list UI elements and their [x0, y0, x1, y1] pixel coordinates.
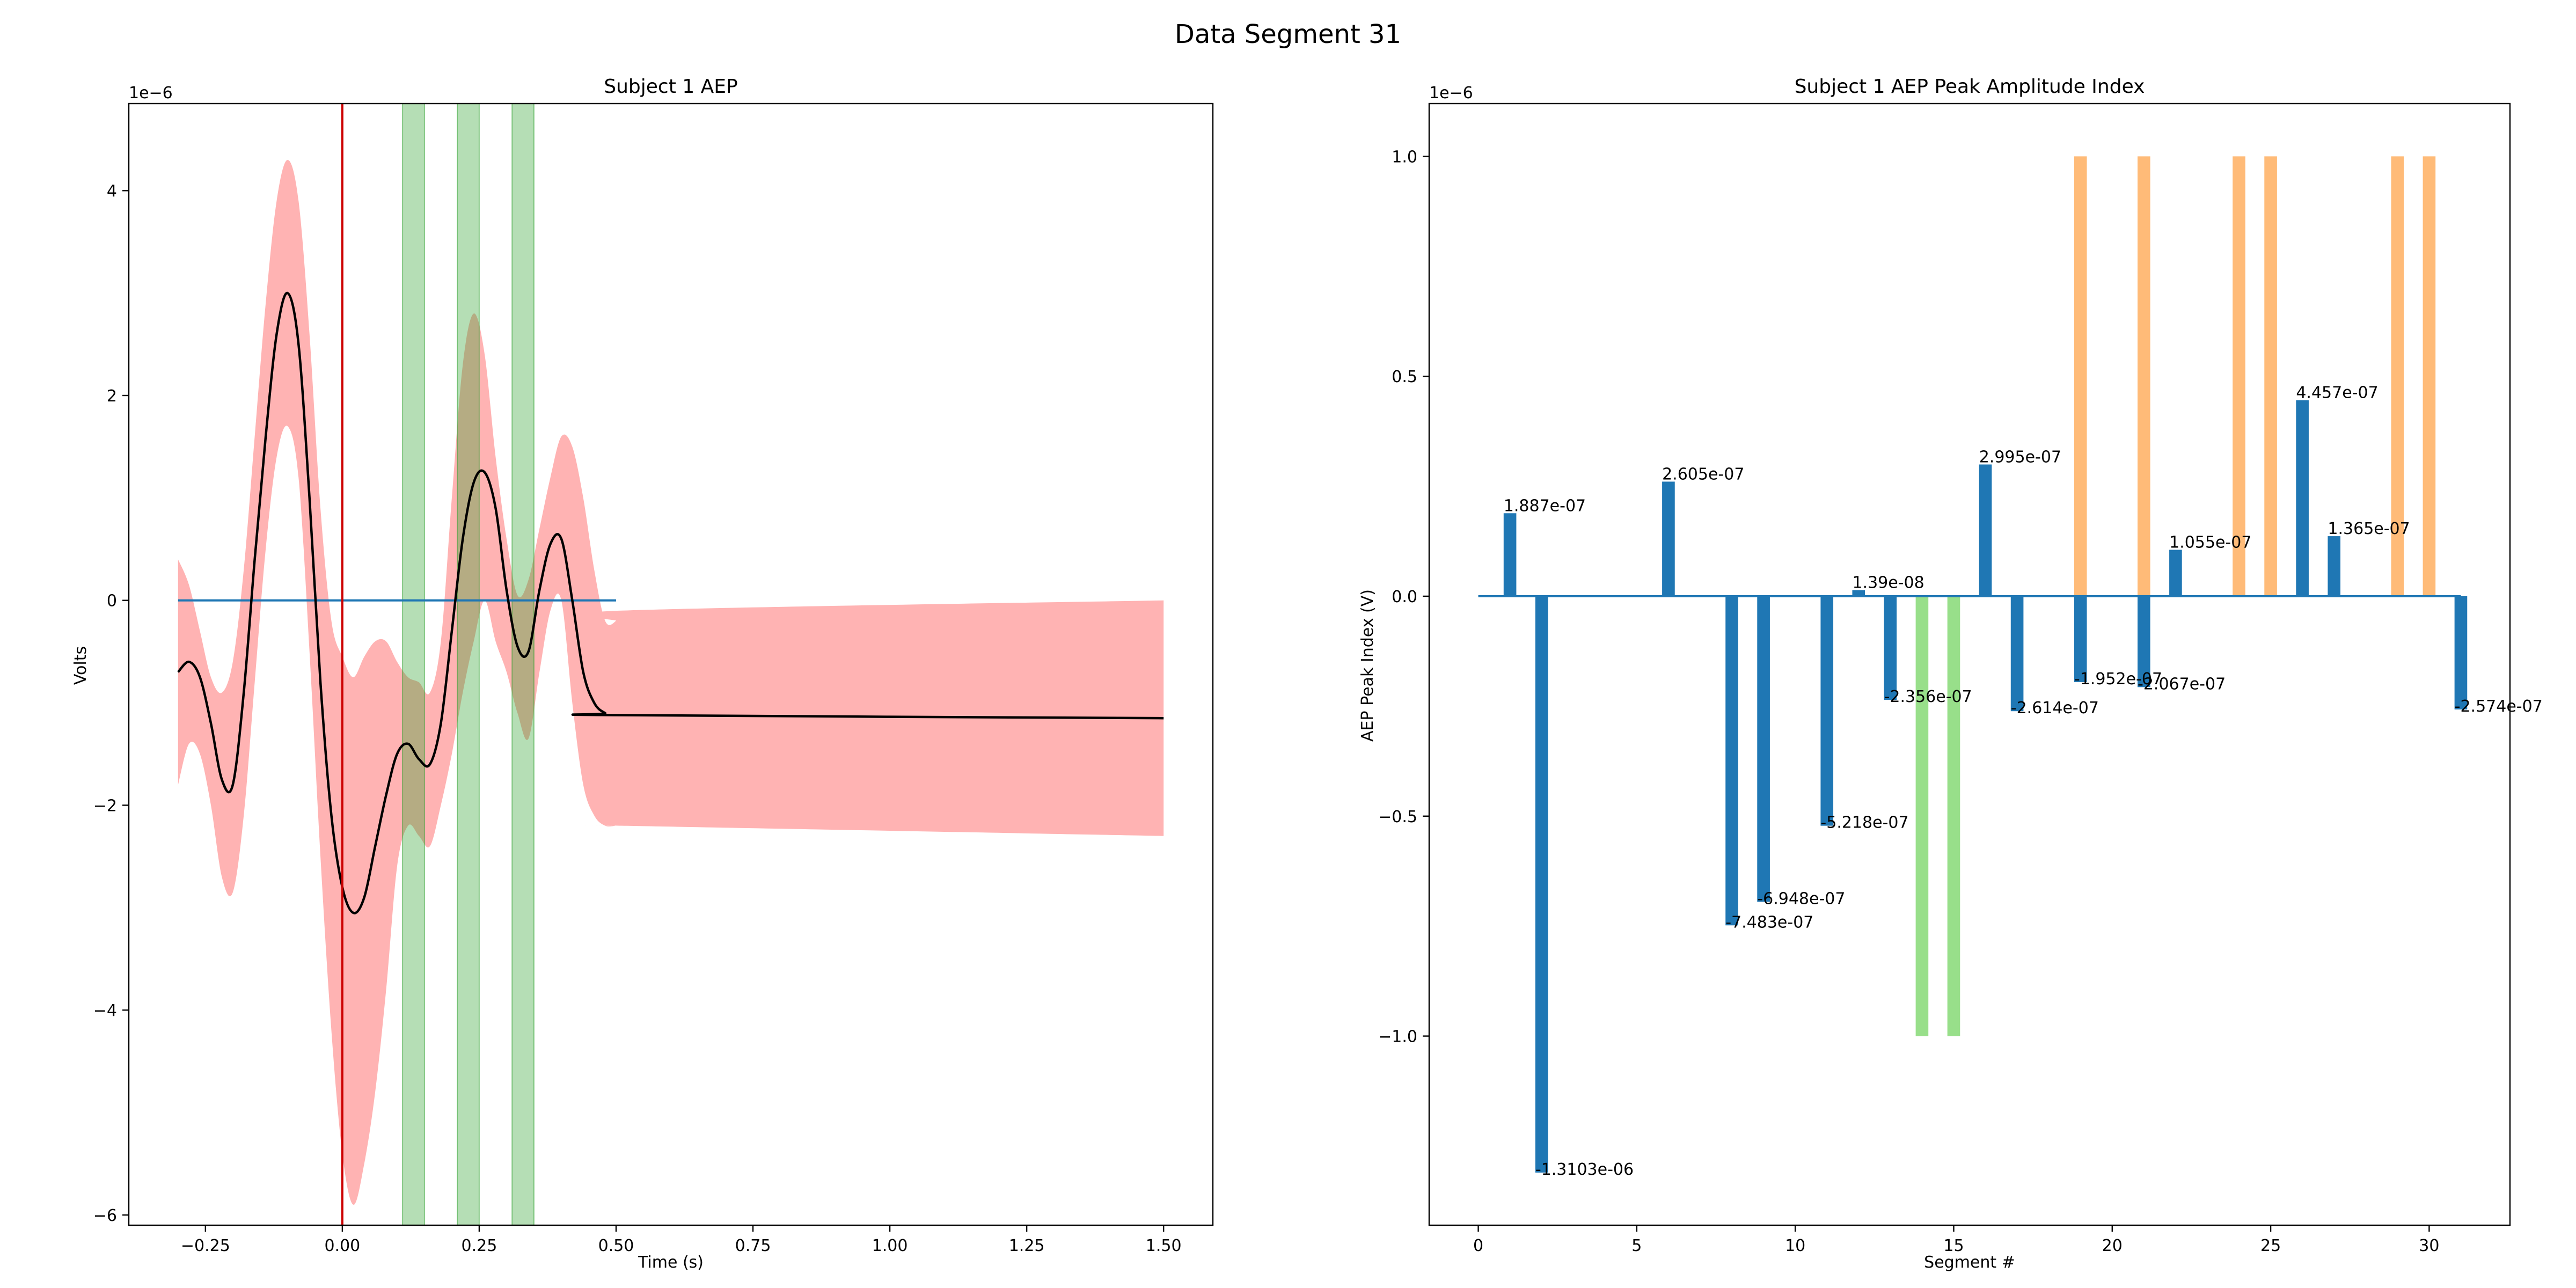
aep-x-tick-label: 1.50: [1146, 1236, 1182, 1255]
aep-x-axis-label: Time (s): [638, 1253, 704, 1272]
orange-marker-bar: [2074, 156, 2087, 596]
bar-value-label: -2.356e-07: [1884, 687, 1972, 706]
bar-value-label: 2.995e-07: [1979, 448, 2061, 466]
peak-y-tick-label: 1.0: [1392, 148, 1417, 166]
peak-y-axis-label: AEP Peak Index (V): [1358, 589, 1377, 742]
bar-value-label: -1.3103e-06: [1535, 1160, 1634, 1179]
aep-y-tick-label: −4: [93, 1001, 117, 1020]
aep-y-tick-label: 0: [107, 592, 117, 611]
peak-bar: [2074, 596, 2087, 682]
peak-plot-area: 1.887e-07 -1.3103e-06 2.605e-07 -7.483e-07 -…: [1478, 156, 2543, 1179]
bar-value-label: 1.365e-07: [2328, 519, 2410, 538]
confidence-band: [178, 160, 1164, 1205]
peak-bar: [1757, 596, 1770, 902]
peak-y-tick-label: −1.0: [1378, 1028, 1417, 1046]
orange-marker-bar: [2423, 156, 2436, 596]
peak-y-offset-text: 1e−6: [1429, 84, 1473, 103]
bar-value-label: -6.948e-07: [1757, 889, 1845, 908]
aep-y-tick-label: 4: [107, 182, 117, 201]
mean-aep-line: [177, 291, 1164, 914]
peak-bar: [1884, 596, 1897, 700]
peak-x-axis-label: Segment #: [1924, 1253, 2015, 1272]
peak-bar: [1979, 464, 1992, 596]
peak-axes-frame: [1428, 103, 2511, 1226]
aep-x-tick-label: 0.25: [462, 1236, 497, 1255]
aep-y-axis-label: Volts: [71, 646, 90, 685]
peak-bar: [2138, 596, 2150, 687]
peak-bar: [1852, 590, 1865, 596]
green-marker-bar: [1947, 596, 1960, 1036]
peak-x-tick-label: 10: [1785, 1236, 1805, 1255]
orange-marker-bar: [2233, 156, 2245, 596]
analysis-window: [457, 103, 480, 1226]
peak-x-tick-label: 0: [1473, 1236, 1483, 1255]
peak-bar: [2010, 596, 2024, 712]
aep-y-tick-label: −2: [93, 796, 117, 815]
aep-x-tick-label: 0.00: [324, 1236, 360, 1255]
peak-x-tick-label: 20: [2102, 1236, 2123, 1255]
orange-marker-bar: [2264, 156, 2277, 596]
aep-plot-area: [177, 103, 1164, 1226]
peak-ticks: 0 5 10 15 20 25 30 −1.0 −0.5 0.0 0.5 1.0: [1378, 103, 2511, 1255]
aep-waveform-panel: Subject 1 AEP Time (s) Volts 1e−6 −0.25 0…: [71, 76, 1214, 1272]
bar-value-label: 1.39e-08: [1852, 574, 1924, 592]
peak-bar: [2169, 550, 2182, 596]
peak-bar: [2328, 536, 2341, 596]
green-marker-bar: [1915, 596, 1929, 1036]
peak-x-tick-label: 25: [2260, 1236, 2281, 1255]
peak-bar: [2296, 400, 2309, 596]
aep-x-tick-label: 1.25: [1009, 1236, 1045, 1255]
aep-x-tick-label: 0.75: [735, 1236, 771, 1255]
peak-x-tick-label: 30: [2419, 1236, 2439, 1255]
aep-panel-title: Subject 1 AEP: [604, 76, 737, 98]
peak-y-tick-label: 0.0: [1392, 588, 1417, 606]
bar-value-label: -7.483e-07: [1725, 913, 1813, 932]
aep-y-tick-label: −6: [93, 1206, 117, 1225]
aep-x-tick-label: 0.50: [598, 1236, 634, 1255]
peak-bar: [1725, 596, 1738, 926]
aep-x-tick-label: −0.25: [181, 1236, 230, 1255]
analysis-window: [402, 103, 425, 1226]
figure-title: Data Segment 31: [1175, 19, 1401, 49]
bar-value-label: 2.605e-07: [1662, 465, 1744, 484]
aep-x-tick-label: 1.00: [872, 1236, 908, 1255]
orange-marker-bar: [2391, 156, 2404, 596]
aep-y-offset-text: 1e−6: [129, 84, 173, 103]
bar-value-label: 1.055e-07: [2169, 533, 2251, 552]
bar-value-label: -2.067e-07: [2138, 675, 2226, 693]
peak-x-tick-label: 5: [1631, 1236, 1642, 1255]
orange-marker-bar: [2138, 156, 2150, 596]
bar-value-label: -1.952e-07: [2074, 670, 2162, 689]
bar-value-label: 1.887e-07: [1504, 496, 1586, 515]
analysis-window: [511, 103, 535, 1226]
peak-index-panel: Subject 1 AEP Peak Amplitude Index Segme…: [1358, 76, 2543, 1272]
peak-bar: [1662, 481, 1675, 596]
bar-value-label: -2.614e-07: [2011, 699, 2099, 718]
peak-bar: [1503, 513, 1517, 596]
aep-axes-frame: [128, 103, 1214, 1226]
peak-bar: [1535, 596, 1548, 1173]
bar-value-label: 4.457e-07: [2296, 384, 2378, 402]
peak-bar: [1820, 596, 1834, 826]
peak-y-tick-label: −0.5: [1378, 808, 1417, 826]
peak-bar: [2454, 596, 2468, 709]
peak-panel-title: Subject 1 AEP Peak Amplitude Index: [1795, 76, 2145, 98]
peak-y-tick-label: 0.5: [1392, 368, 1417, 386]
peak-x-tick-label: 15: [1943, 1236, 1964, 1255]
aep-y-tick-label: 2: [107, 387, 117, 406]
bar-value-label: -5.218e-07: [1820, 814, 1908, 832]
bar-value-label: -2.574e-07: [2455, 697, 2543, 716]
aep-ticks: −0.25 0.00 0.25 0.50 0.75 1.00 1.25 1.50 −6 −4 −2 0…: [93, 103, 1214, 1255]
